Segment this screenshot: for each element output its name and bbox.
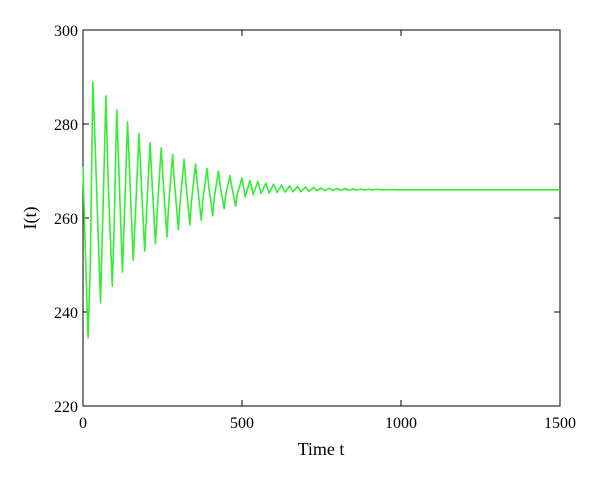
x-tick-label: 1000 — [385, 415, 417, 432]
y-tick-label: 260 — [54, 211, 78, 228]
y-tick-label: 240 — [54, 305, 78, 322]
axis-ticks — [82, 29, 561, 407]
y-tick-label: 300 — [54, 23, 78, 40]
x-tick-label: 500 — [230, 415, 254, 432]
tick-labels: 0 500 1000 1500 220 240 260 280 300 — [54, 23, 576, 432]
plot-area-frame — [82, 29, 561, 407]
x-tick-label: 1500 — [544, 415, 576, 432]
x-tick-label: 0 — [79, 415, 87, 432]
y-tick-label: 280 — [54, 117, 78, 134]
x-axis-label: Time t — [298, 439, 345, 459]
y-tick-label: 220 — [54, 399, 78, 416]
y-axis-label: I(t) — [20, 207, 41, 230]
series-line-I — [82, 80, 560, 339]
